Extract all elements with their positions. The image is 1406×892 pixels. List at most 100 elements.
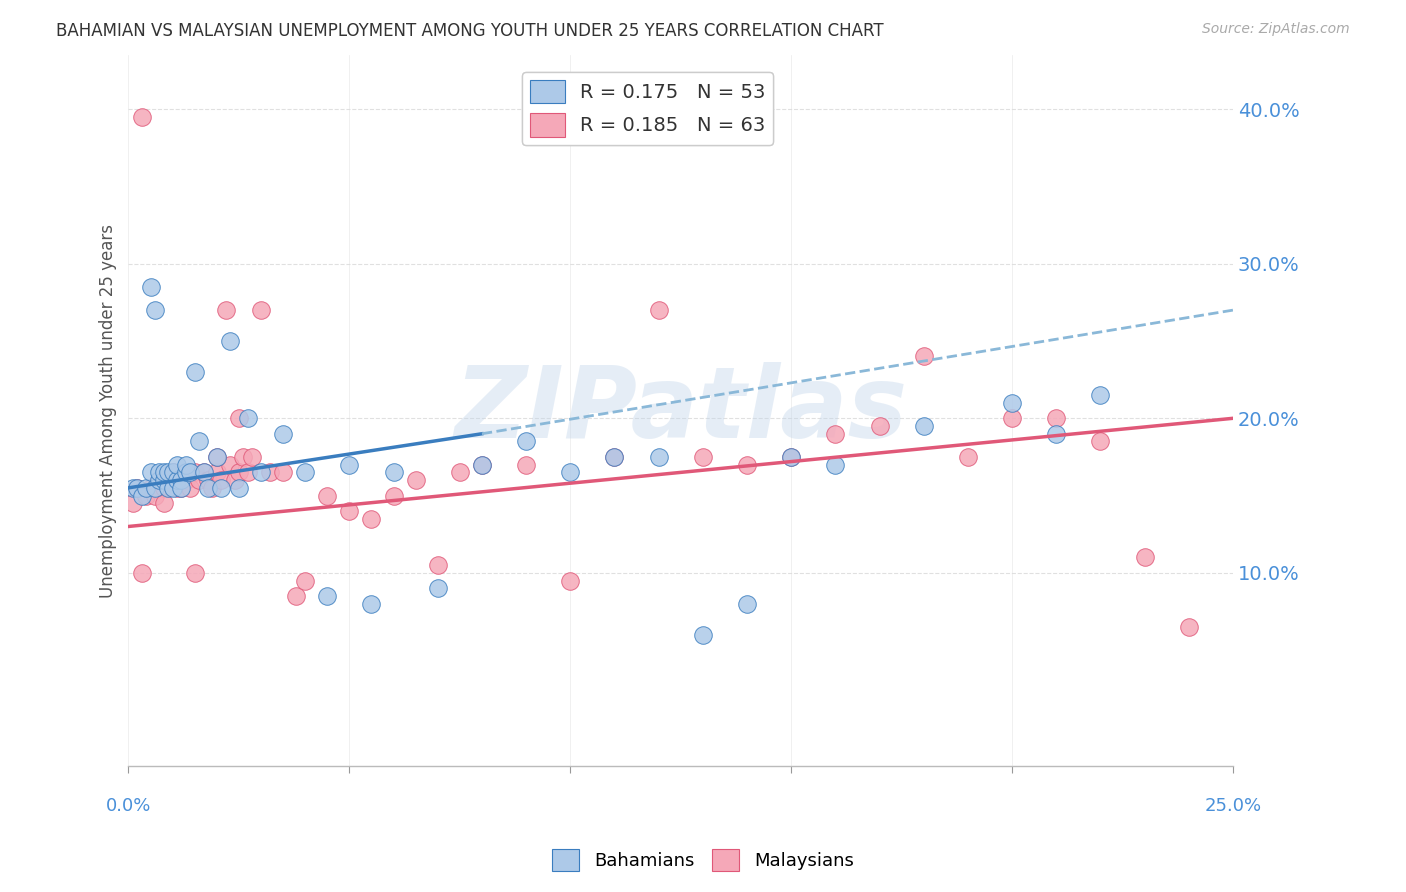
Text: Source: ZipAtlas.com: Source: ZipAtlas.com [1202, 22, 1350, 37]
Point [174, 466, 197, 480]
Point [153, 481, 176, 495]
Point [131, 566, 153, 580]
Point [824, 458, 846, 472]
Point [122, 481, 145, 495]
Point [250, 466, 273, 480]
Point [271, 466, 294, 480]
Point [127, 481, 149, 495]
Point [143, 303, 166, 318]
Point [166, 481, 188, 495]
Point [912, 350, 935, 364]
Point [240, 450, 263, 464]
Text: 0.0%: 0.0% [105, 797, 152, 814]
Point [205, 466, 228, 480]
Text: BAHAMIAN VS MALAYSIAN UNEMPLOYMENT AMONG YOUTH UNDER 25 YEARS CORRELATION CHART: BAHAMIAN VS MALAYSIAN UNEMPLOYMENT AMONG… [56, 22, 884, 40]
Point [170, 473, 193, 487]
Point [382, 466, 405, 480]
Point [647, 303, 669, 318]
Legend: Bahamians, Malaysians: Bahamians, Malaysians [546, 842, 860, 879]
Point [294, 574, 316, 588]
Point [1090, 388, 1112, 402]
Point [205, 450, 228, 464]
Point [1045, 426, 1067, 441]
Point [197, 481, 219, 495]
Point [148, 466, 170, 480]
Point [912, 419, 935, 434]
Point [179, 481, 201, 495]
Point [162, 466, 184, 480]
Point [236, 411, 259, 425]
Point [294, 466, 316, 480]
Point [250, 303, 273, 318]
Point [157, 466, 180, 480]
Point [316, 489, 339, 503]
Point [316, 589, 339, 603]
Y-axis label: Unemployment Among Youth under 25 years: Unemployment Among Youth under 25 years [100, 224, 117, 598]
Point [135, 481, 157, 495]
Point [179, 466, 201, 480]
Point [157, 481, 180, 495]
Point [157, 481, 180, 495]
Point [360, 512, 382, 526]
Point [603, 450, 626, 464]
Point [131, 489, 153, 503]
Point [127, 481, 149, 495]
Point [135, 489, 157, 503]
Point [170, 481, 193, 495]
Point [197, 473, 219, 487]
Point [735, 597, 758, 611]
Point [219, 334, 242, 348]
Point [162, 481, 184, 495]
Point [162, 473, 184, 487]
Point [692, 627, 714, 641]
Point [259, 466, 281, 480]
Point [184, 566, 207, 580]
Point [122, 496, 145, 510]
Point [209, 473, 232, 487]
Point [824, 426, 846, 441]
Point [188, 473, 211, 487]
Point [560, 466, 582, 480]
Point [360, 597, 382, 611]
Point [174, 473, 197, 487]
Point [1133, 550, 1156, 565]
Point [153, 496, 176, 510]
Point [228, 466, 250, 480]
Point [1178, 620, 1201, 634]
Point [219, 458, 242, 472]
Point [148, 473, 170, 487]
Point [426, 582, 449, 596]
Point [735, 458, 758, 472]
Point [337, 458, 360, 472]
Point [139, 481, 162, 495]
Point [869, 419, 891, 434]
Point [153, 473, 176, 487]
Point [471, 458, 494, 472]
Point [224, 473, 246, 487]
Point [228, 411, 250, 425]
Text: 25.0%: 25.0% [1205, 797, 1261, 814]
Point [1001, 396, 1024, 410]
Point [515, 458, 537, 472]
Point [405, 473, 427, 487]
Point [184, 466, 207, 480]
Point [148, 473, 170, 487]
Point [193, 466, 215, 480]
Point [1090, 434, 1112, 449]
Point [184, 365, 207, 379]
Point [1001, 411, 1024, 425]
Point [153, 466, 176, 480]
Point [166, 458, 188, 472]
Point [166, 473, 188, 487]
Point [780, 450, 803, 464]
Point [139, 280, 162, 294]
Point [201, 481, 224, 495]
Point [215, 303, 238, 318]
Point [471, 458, 494, 472]
Point [515, 434, 537, 449]
Legend: R = 0.175   N = 53, R = 0.185   N = 63: R = 0.175 N = 53, R = 0.185 N = 63 [522, 72, 773, 145]
Point [174, 458, 197, 472]
Point [382, 489, 405, 503]
Point [209, 481, 232, 495]
Point [337, 504, 360, 518]
